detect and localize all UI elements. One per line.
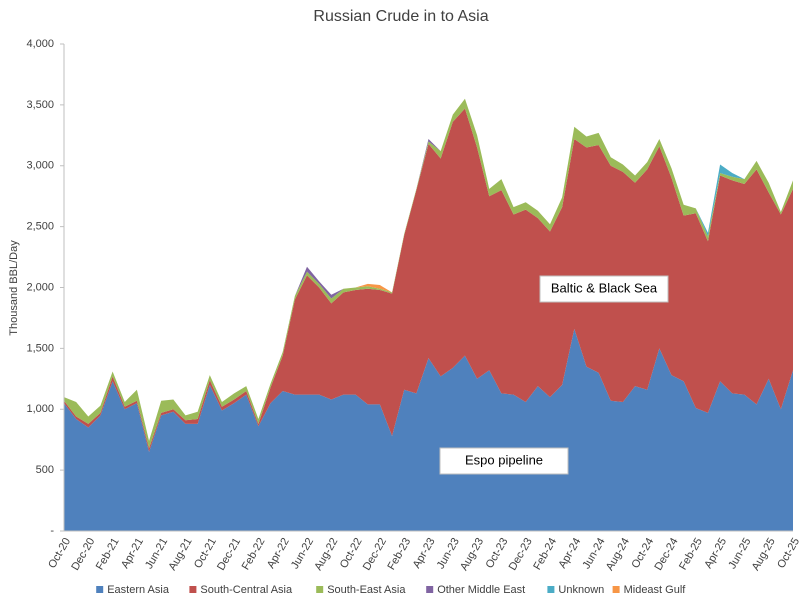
y-tick-label: 2,500 [26,221,54,233]
legend-swatch [96,586,104,593]
chart-title: Russian Crude in to Asia [313,8,488,25]
annotation: Espo pipeline [465,452,543,467]
y-tick-label: 1,500 [26,342,54,354]
legend-swatch [612,586,620,593]
legend-label: Mideast Gulf [624,584,687,596]
y-tick-label: - [50,525,54,537]
annotation-box [439,447,569,475]
area [64,328,793,531]
legend-label: South-East Asia [327,584,406,596]
y-axis-label: Thousand BBL/Day [8,240,20,336]
legend-label: Eastern Asia [107,584,170,596]
legend-swatch [426,586,434,593]
legend-swatch [547,586,555,593]
y-tick-label: 1,000 [26,403,54,415]
annotation-box [539,275,669,303]
y-tick-label: 2,000 [26,281,54,293]
annotation: Baltic & Black Sea [551,280,658,295]
y-tick-label: 4,000 [26,38,54,50]
plot-area [64,98,793,531]
y-tick-label: 3,000 [26,160,54,172]
area [64,108,793,452]
legend-swatch [316,586,324,593]
legend-label: Unknown [558,584,604,596]
y-tick-label: 500 [36,464,54,476]
legend-label: Other Middle East [437,584,525,596]
legend-swatch [189,586,197,593]
legend-label: South-Central Asia [200,584,293,596]
y-tick-label: 3,500 [26,99,54,111]
